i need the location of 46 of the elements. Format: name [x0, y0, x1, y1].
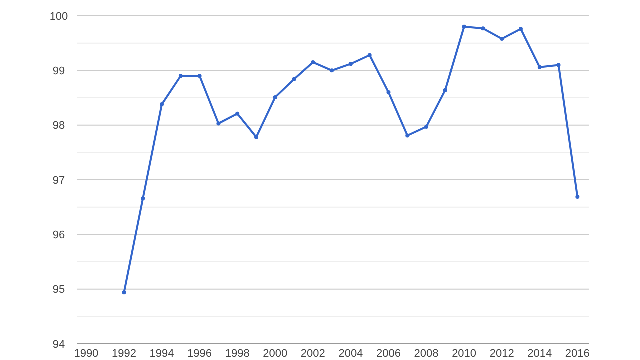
x-tick-label: 1998 [225, 348, 250, 360]
x-tick-label: 1992 [112, 348, 136, 360]
point [538, 65, 542, 70]
point [122, 290, 126, 295]
x-tick-label: 2012 [490, 348, 514, 360]
x-tick-label: 1996 [188, 348, 212, 360]
x-tick-label: 2008 [414, 348, 439, 360]
point [368, 53, 372, 58]
point [556, 63, 561, 68]
y-tick-label: 98 [52, 120, 66, 132]
point [518, 27, 523, 32]
x-tick-label: 2014 [528, 348, 552, 360]
x-tick-label: 1994 [150, 348, 174, 360]
point [216, 122, 221, 126]
x-tick-label: 2004 [338, 348, 364, 360]
x-tick-label: 2010 [452, 348, 477, 360]
point [576, 194, 580, 199]
x-tick-label: 2000 [263, 348, 288, 360]
point [443, 88, 448, 92]
y-tick-label: 94 [52, 338, 66, 351]
point [141, 196, 146, 201]
point [292, 77, 296, 82]
y-tick-label: 97 [52, 174, 66, 187]
point [424, 124, 429, 129]
x-tick-label: 2006 [376, 348, 401, 360]
y-tick-label: 95 [52, 284, 66, 296]
x-tick-label: 2016 [565, 348, 590, 360]
point [311, 60, 316, 64]
y-tick-label: 100 [50, 10, 68, 23]
point [198, 74, 202, 78]
point [348, 62, 353, 66]
y-tick-label: 96 [52, 230, 66, 242]
point [500, 36, 504, 41]
point [178, 74, 183, 78]
x-tick-label: 1990 [74, 348, 99, 360]
point [236, 112, 240, 116]
point [160, 102, 164, 107]
point [462, 24, 466, 29]
point [406, 134, 410, 138]
x-tick-label: 2002 [300, 348, 326, 360]
point [254, 135, 258, 140]
point [386, 90, 391, 95]
point [273, 95, 278, 100]
y-tick-label: 99 [52, 66, 66, 78]
point [481, 26, 486, 31]
point [330, 68, 334, 73]
